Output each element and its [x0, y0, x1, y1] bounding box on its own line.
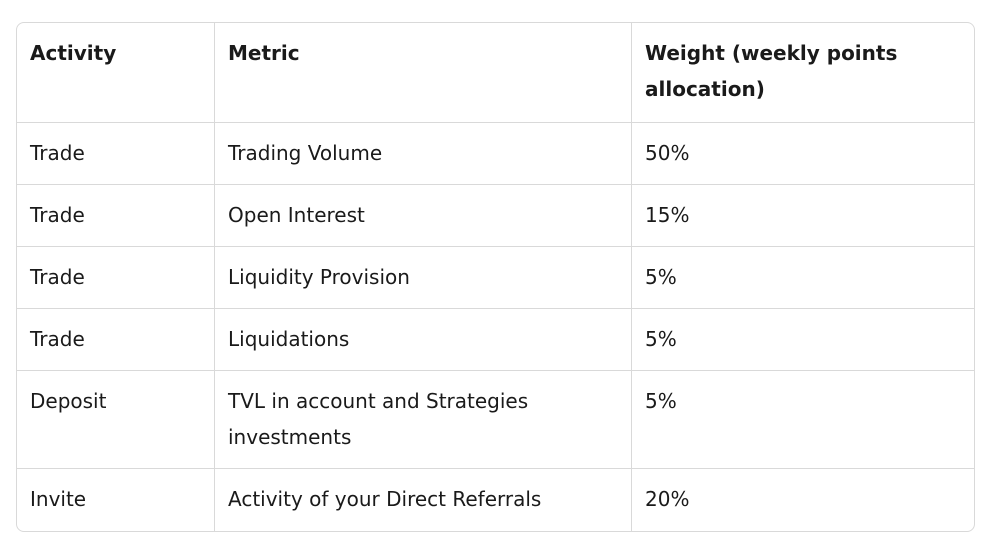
- table-container: Activity Metric Weight (weekly points allo…: [16, 22, 975, 532]
- table-cell: Trading Volume: [215, 123, 632, 185]
- table-cell: Trade: [17, 309, 215, 371]
- table-cell: 5%: [632, 309, 974, 371]
- table-cell: TVL in account and Strategies investment…: [215, 371, 632, 469]
- table-row: Invite Activity of your Direct Referrals 2…: [17, 469, 974, 531]
- table-cell: Deposit: [17, 371, 215, 469]
- table-cell: 5%: [632, 371, 974, 469]
- table-cell: Trade: [17, 185, 215, 247]
- table-cell: Activity of your Direct Referrals: [215, 469, 632, 531]
- header-cell: Weight (weekly points allocation): [632, 23, 974, 123]
- table-cell: Invite: [17, 469, 215, 531]
- table-cell: Trade: [17, 247, 215, 309]
- header-cell: Activity: [17, 23, 215, 123]
- header-cell: Metric: [215, 23, 632, 123]
- table-cell: 20%: [645, 487, 690, 511]
- table-cell: 50%: [632, 123, 974, 185]
- table-cell: 15%: [632, 185, 974, 247]
- table-cell: 5%: [632, 247, 974, 309]
- table-cell: Trade: [17, 123, 215, 185]
- table-cell: Liquidity Provision: [215, 247, 632, 309]
- table-cell: Liquidations: [215, 309, 632, 371]
- table-row: Trade Open Interest 15%: [17, 185, 974, 247]
- table-cell: Open Interest: [215, 185, 632, 247]
- table-row: Trade Liquidations 5%: [17, 309, 974, 371]
- header-row: Activity Metric Weight (weekly points allo…: [17, 23, 974, 123]
- table-row: Trade Liquidity Provision 5%: [17, 247, 974, 309]
- table-body: Trade Trading Volume 50% Trade Open Interest…: [17, 123, 974, 531]
- table-row: Trade Trading Volume 50%: [17, 123, 974, 185]
- table: Activity Metric Weight (weekly points allo…: [17, 23, 974, 531]
- table-row: Deposit TVL in account and Strategies inv…: [17, 371, 974, 469]
